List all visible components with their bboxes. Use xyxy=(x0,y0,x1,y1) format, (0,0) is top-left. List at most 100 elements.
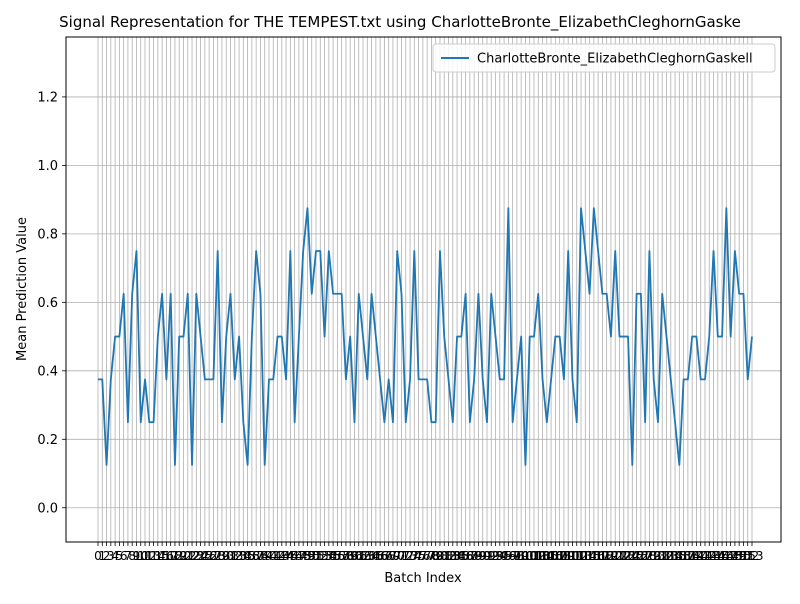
x-tick-label: 33 xyxy=(231,549,246,563)
x-tick-label: 88 xyxy=(467,549,482,563)
x-tick-label: 116 xyxy=(582,549,605,563)
x-tick-label: 30 xyxy=(219,549,234,563)
x-tick-label: 106 xyxy=(540,549,563,563)
chart-title: Signal Representation for THE TEMPEST.tx… xyxy=(59,13,741,32)
x-tick-label: 128 xyxy=(634,549,657,563)
x-tick-label: 18 xyxy=(167,549,182,563)
x-tick-label: 55 xyxy=(325,549,340,563)
x-tick-label: 149 xyxy=(723,549,746,563)
x-tick-label: 21 xyxy=(180,549,195,563)
x-tick-label: 51 xyxy=(308,549,323,563)
x-tick-label: 102 xyxy=(523,549,546,563)
x-tick-label: 17 xyxy=(163,549,178,563)
x-tick-label: 82 xyxy=(441,549,456,563)
x-tick-label: 114 xyxy=(574,549,597,563)
x-tick-label: 131 xyxy=(647,549,670,563)
y-tick-label: 1.2 xyxy=(37,90,58,105)
x-tick-label: 57 xyxy=(334,549,349,563)
x-tick-label: 139 xyxy=(681,549,704,563)
y-tick-label: 0.4 xyxy=(37,364,58,379)
x-tick-label: 44 xyxy=(278,549,293,563)
x-tick-label: 61 xyxy=(351,549,366,563)
x-tick-label: 148 xyxy=(719,549,742,563)
x-tick-label: 1 xyxy=(98,549,106,563)
x-tick-label: 150 xyxy=(728,549,751,563)
x-tick-label: 24 xyxy=(193,549,208,563)
x-tick-label: 137 xyxy=(672,549,695,563)
x-tick-label: 49 xyxy=(300,549,315,563)
x-tick-label: 9 xyxy=(133,549,141,563)
x-tick-label: 75 xyxy=(411,549,426,563)
x-tick-label: 40 xyxy=(261,549,276,563)
x-tick-label: 15 xyxy=(154,549,169,563)
x-tick-label: 38 xyxy=(253,549,268,563)
x-tick-label: 109 xyxy=(552,549,575,563)
x-tick-label: 31 xyxy=(223,549,238,563)
x-tick-label: 23 xyxy=(189,549,204,563)
x-tick-label: 138 xyxy=(676,549,699,563)
x-tick-label: 104 xyxy=(531,549,554,563)
x-tick-label: 7 xyxy=(124,549,132,563)
x-tick-label: 112 xyxy=(565,549,588,563)
x-tick-label: 117 xyxy=(587,549,610,563)
x-tick-label: 8 xyxy=(128,549,136,563)
x-tick-label: 134 xyxy=(659,549,682,563)
x-tick-label: 113 xyxy=(570,549,593,563)
x-tick-label: 118 xyxy=(591,549,614,563)
x-tick-label: 47 xyxy=(291,549,306,563)
y-tick-label: 0.6 xyxy=(37,296,58,311)
x-tick-label: 25 xyxy=(197,549,212,563)
x-tick-label: 4 xyxy=(111,549,119,563)
x-tick-label: 26 xyxy=(201,549,216,563)
x-tick-label: 97 xyxy=(505,549,520,563)
x-tick-label: 122 xyxy=(608,549,631,563)
x-tick-label: 60 xyxy=(347,549,362,563)
x-tick-label: 5 xyxy=(116,549,124,563)
x-tick-label: 119 xyxy=(595,549,618,563)
x-tick-label: 73 xyxy=(402,549,417,563)
x-tick-label: 74 xyxy=(407,549,422,563)
x-tick-label: 94 xyxy=(492,549,507,563)
x-tick-label: 92 xyxy=(484,549,499,563)
x-tick-label: 36 xyxy=(244,549,259,563)
x-tick-label: 22 xyxy=(184,549,199,563)
x-tick-label: 39 xyxy=(257,549,272,563)
x-tick-label: 3 xyxy=(107,549,115,563)
x-tick-label: 66 xyxy=(372,549,387,563)
y-tick-label: 0.2 xyxy=(37,433,58,448)
x-tick-label: 145 xyxy=(706,549,729,563)
x-tick-label: 111 xyxy=(561,549,584,563)
x-tick-label: 85 xyxy=(454,549,469,563)
x-tick-label: 19 xyxy=(172,549,187,563)
x-tick-label: 32 xyxy=(227,549,242,563)
x-tick-label: 153 xyxy=(741,549,764,563)
x-tick-label: 151 xyxy=(732,549,755,563)
x-tick-label: 12 xyxy=(142,549,157,563)
x-tick-label: 136 xyxy=(668,549,691,563)
x-tick-label: 143 xyxy=(698,549,721,563)
x-tick-label: 121 xyxy=(604,549,627,563)
x-axis-ticks: 0123456789101112131415161718192021222324… xyxy=(94,542,763,563)
x-tick-label: 68 xyxy=(381,549,396,563)
x-tick-label: 6 xyxy=(120,549,128,563)
x-tick-label: 146 xyxy=(711,549,734,563)
x-tick-label: 79 xyxy=(428,549,443,563)
x-tick-label: 69 xyxy=(385,549,400,563)
x-tick-label: 50 xyxy=(304,549,319,563)
x-tick-label: 46 xyxy=(287,549,302,563)
x-tick-label: 91 xyxy=(479,549,494,563)
x-tick-label: 52 xyxy=(313,549,328,563)
x-tick-label: 13 xyxy=(146,549,161,563)
x-tick-label: 0 xyxy=(94,549,102,563)
x-tick-label: 125 xyxy=(621,549,644,563)
x-tick-label: 144 xyxy=(702,549,725,563)
x-tick-label: 93 xyxy=(488,549,503,563)
x-tick-label: 152 xyxy=(736,549,759,563)
x-tick-label: 28 xyxy=(210,549,225,563)
x-tick-label: 14 xyxy=(150,549,165,563)
x-tick-label: 87 xyxy=(462,549,477,563)
x-tick-label: 35 xyxy=(240,549,255,563)
plot-frame xyxy=(65,36,782,543)
y-tick-label: 0.0 xyxy=(37,501,58,516)
